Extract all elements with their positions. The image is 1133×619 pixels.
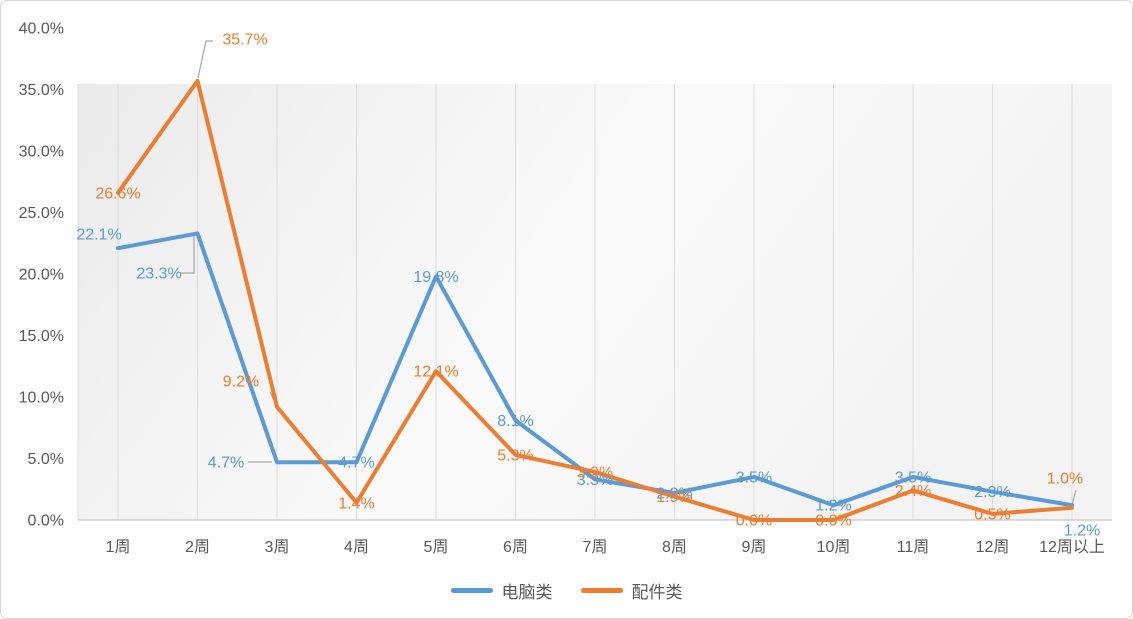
legend-label-accessory: 配件类 [631,583,683,602]
x-axis-tick-label: 12周 [976,539,1010,556]
data-label-配件类: 3.9% [577,465,613,482]
label-leader-line [180,235,195,274]
legend-swatch-accessory [580,588,623,593]
data-label-配件类: 0.0% [815,513,851,530]
x-axis-tick-label: 8周 [662,539,687,556]
series-line-配件类 [116,78,1074,522]
data-label-配件类: 1.9% [656,489,692,506]
data-label-配件类: 9.2% [223,374,259,391]
y-axis-tick-label: 15.0% [19,328,64,345]
data-label-配件类: 35.7% [222,32,267,49]
series-lines [116,78,1074,522]
data-label-电脑类: 23.3% [136,266,181,283]
chart-legend: 电脑类 配件类 [1,578,1132,603]
data-label-配件类: 1.4% [338,495,374,512]
gridlines [77,84,1073,520]
data-label-电脑类: 8.1% [497,413,533,430]
x-axis-tick-label: 6周 [503,539,528,556]
legend-swatch-computer [450,588,493,593]
y-axis-tick-label: 5.0% [28,451,64,468]
data-label-电脑类: 22.1% [76,227,121,244]
data-label-电脑类: 3.3% [577,472,613,489]
data-label-电脑类: 1.2% [815,498,851,515]
x-axis-tick-label: 9周 [742,539,767,556]
axes: 0.0% 5.0% 10.0% 15.0% 20.0% 25.0% 30.0% 35.0% 40… [19,21,1112,556]
data-label-配件类: 1.0% [1047,471,1083,488]
data-label-电脑类: 4.7% [338,455,374,472]
data-label-配件类: 0.0% [736,513,772,530]
label-leader-line [1071,489,1077,506]
data-label-配件类: 0.5% [974,506,1010,523]
y-axis-tick-label: 20.0% [19,267,64,284]
data-label-配件类: 12.1% [413,364,458,381]
x-axis-tick-label: 10周 [817,539,851,556]
x-axis-tick-label: 3周 [265,539,290,556]
y-axis-tick-label: 10.0% [19,390,64,407]
legend-label-computer: 电脑类 [501,583,553,602]
legend-item-computer: 电脑类 [450,578,553,603]
label-leader-line [197,40,213,79]
x-axis-tick-label: 5周 [424,539,449,556]
data-label-电脑类: 19.8% [413,269,458,286]
data-label-电脑类: 3.5% [895,469,931,486]
y-axis-tick-label: 0.0% [28,513,64,530]
x-axis-tick-label: 11周 [897,539,930,556]
data-label-电脑类: 2.3% [974,484,1010,501]
series-line-电脑类 [116,231,1074,508]
y-axis-tick-label: 25.0% [19,205,64,222]
data-label-电脑类: 4.7% [208,455,244,472]
x-axis-tick-label: 12周以上 [1039,538,1105,556]
data-label-电脑类: 2.2% [656,485,692,502]
data-label-配件类: 2.4% [895,483,931,500]
x-axis-tick-label: 1周 [106,539,131,556]
y-axis-tick-label: 30.0% [19,144,64,161]
legend-item-accessory: 配件类 [580,578,683,603]
y-axis-tick-label: 40.0% [19,21,64,38]
x-axis-tick-label: 7周 [583,539,608,556]
data-label-配件类: 26.6% [95,185,140,202]
data-labels: 22.1% 23.3% 4.7% 4.7% 19.8% 8.1% 3.3% 2.2% 3.5% 1… [76,32,1100,540]
x-axis-tick-label: 2周 [185,539,210,556]
y-axis-tick-label: 35.0% [19,82,64,99]
x-axis-tick-label: 4周 [344,539,369,556]
data-label-电脑类: 3.5% [736,469,772,486]
data-label-配件类: 5.3% [497,447,533,464]
data-label-电脑类: 1.2% [1064,523,1100,540]
